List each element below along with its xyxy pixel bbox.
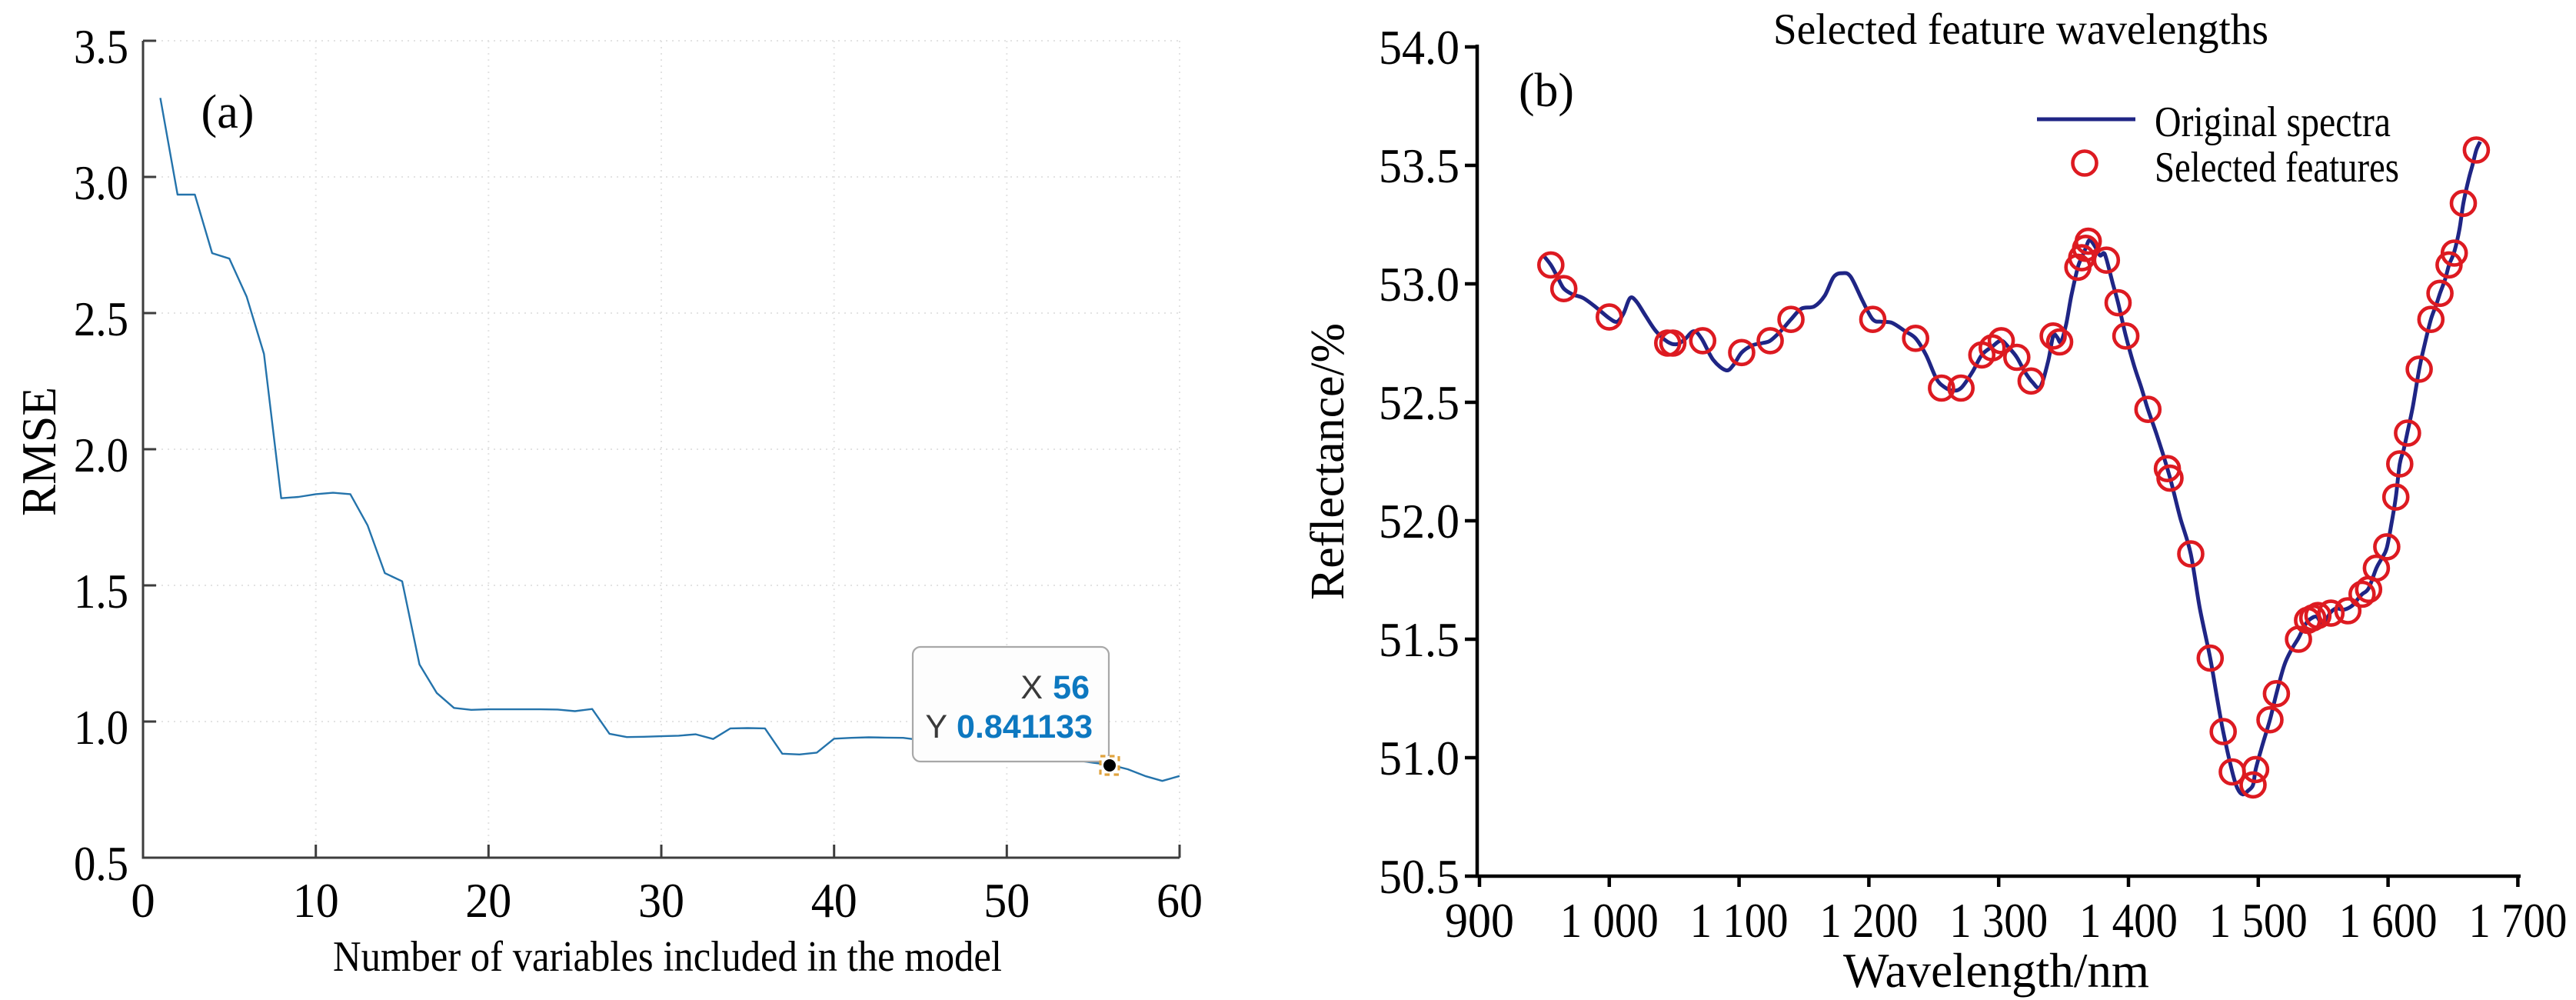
svg-text:50.5: 50.5 — [1379, 849, 1459, 904]
svg-text:1.5: 1.5 — [74, 565, 128, 618]
svg-text:900: 900 — [1445, 893, 1514, 948]
svg-text:51.5: 51.5 — [1379, 612, 1459, 667]
svg-text:3.5: 3.5 — [74, 20, 128, 74]
svg-text:1 300: 1 300 — [1949, 893, 2048, 948]
svg-text:2.0: 2.0 — [74, 428, 128, 482]
svg-text:40: 40 — [811, 874, 857, 928]
svg-text:(b): (b) — [1519, 65, 1574, 117]
svg-text:Original spectra: Original spectra — [2155, 98, 2391, 146]
svg-text:(a): (a) — [201, 86, 255, 138]
svg-text:Y: Y — [925, 708, 947, 745]
svg-text:Number of variables included i: Number of variables included in the mode… — [333, 933, 1002, 981]
svg-text:51.0: 51.0 — [1379, 731, 1459, 785]
svg-text:X: X — [1020, 669, 1043, 706]
svg-text:Reflectance/%: Reflectance/% — [1302, 323, 1354, 600]
svg-text:0.841133: 0.841133 — [957, 708, 1093, 745]
svg-text:20: 20 — [465, 874, 511, 928]
svg-text:RMSE: RMSE — [12, 387, 66, 516]
svg-text:0: 0 — [131, 874, 155, 928]
svg-text:53.0: 53.0 — [1379, 257, 1459, 312]
svg-text:3.0: 3.0 — [74, 156, 128, 210]
svg-text:53.5: 53.5 — [1379, 138, 1459, 193]
svg-text:52.0: 52.0 — [1379, 494, 1459, 548]
svg-text:0.5: 0.5 — [74, 837, 128, 891]
svg-text:50: 50 — [983, 874, 1030, 928]
svg-text:1 500: 1 500 — [2209, 893, 2308, 948]
svg-text:54.0: 54.0 — [1379, 20, 1459, 75]
svg-text:60: 60 — [1157, 874, 1203, 928]
svg-text:1 700: 1 700 — [2468, 893, 2567, 948]
svg-text:Selected features: Selected features — [2155, 144, 2399, 192]
svg-text:10: 10 — [293, 874, 339, 928]
svg-text:56: 56 — [1053, 669, 1090, 706]
svg-text:1 600: 1 600 — [2339, 893, 2438, 948]
svg-text:1 100: 1 100 — [1690, 893, 1789, 948]
svg-text:1 200: 1 200 — [1819, 893, 1918, 948]
svg-text:52.5: 52.5 — [1379, 375, 1459, 430]
svg-text:1 400: 1 400 — [2079, 893, 2178, 948]
svg-text:1 000: 1 000 — [1560, 893, 1659, 948]
svg-text:2.5: 2.5 — [74, 292, 128, 346]
svg-text:30: 30 — [638, 874, 684, 928]
svg-text:1.0: 1.0 — [74, 701, 128, 755]
svg-text:Selected feature wavelengths: Selected feature wavelengths — [1773, 5, 2268, 54]
svg-text:Wavelength/nm: Wavelength/nm — [1843, 944, 2149, 998]
